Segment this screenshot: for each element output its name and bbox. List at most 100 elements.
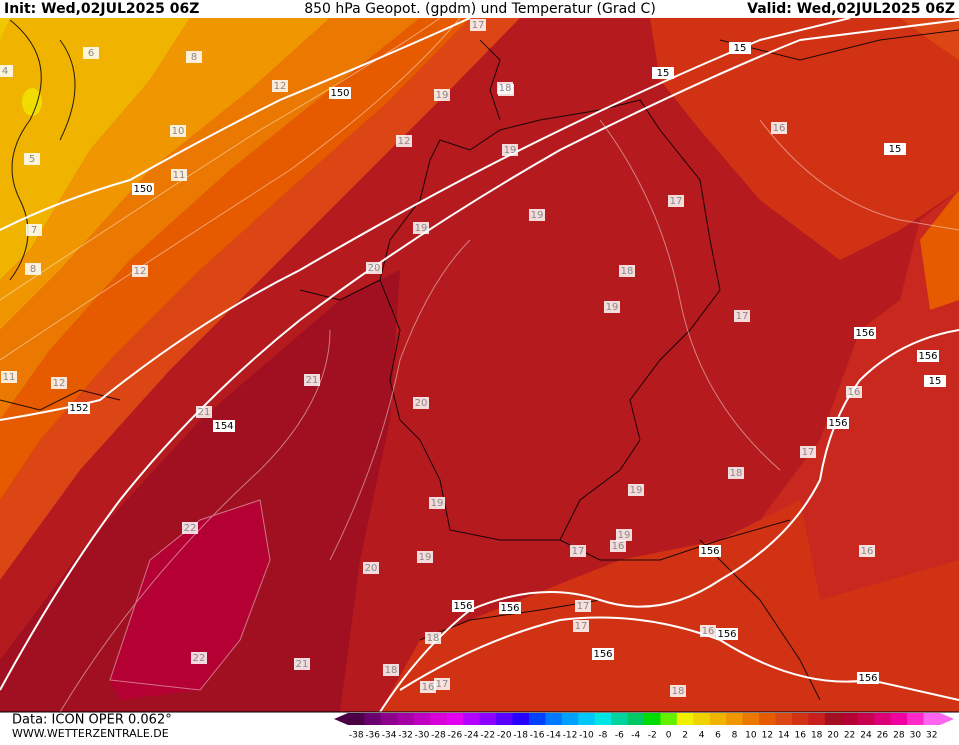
colorbar-swatch — [693, 713, 711, 725]
colorbar-tick-label: -26 — [448, 731, 463, 741]
colorbar-tick-label: -16 — [530, 731, 545, 741]
colorbar-swatch — [923, 713, 941, 725]
colorbar-swatch — [792, 713, 809, 725]
temperature-label-box — [25, 263, 41, 275]
colorbar-swatch — [676, 713, 694, 725]
temperature-label-box — [502, 144, 518, 156]
temperature-label-box — [859, 545, 875, 557]
colorbar-swatch — [594, 713, 612, 725]
temperature-label-box — [186, 51, 202, 63]
temperature-label: 4 — [2, 66, 8, 77]
temperature-label: 21 — [306, 375, 319, 386]
temperature-label: 19 — [415, 223, 428, 234]
geopotential-label: 156 — [828, 418, 847, 429]
colorbar-swatch — [545, 713, 563, 725]
geopotential-label-box — [652, 67, 674, 79]
temperature-label-box — [434, 678, 450, 690]
temperature-label: 22 — [193, 653, 206, 664]
colorbar-swatch — [446, 713, 464, 725]
colorbar-swatch — [561, 713, 579, 725]
colorbar-tick-label: 32 — [926, 731, 937, 741]
temperature-label-box — [366, 262, 382, 274]
map — [0, 18, 959, 712]
temperature-label-box — [570, 545, 586, 557]
temperature-label: 7 — [31, 225, 37, 236]
colorbar-swatch — [430, 713, 448, 725]
temperature-label: 21 — [296, 659, 309, 670]
temperature-label: 21 — [198, 407, 211, 418]
temperature-label-box — [420, 681, 436, 693]
temperature-label-box — [429, 497, 445, 509]
geopotential-label-box — [499, 602, 521, 614]
temperature-label-box — [196, 406, 212, 418]
geopotential-label: 156 — [500, 603, 519, 614]
colorbar-tick-label: 24 — [860, 731, 872, 741]
temperature-label-box — [771, 122, 787, 134]
colorbar-tick-label: 2 — [682, 731, 688, 741]
temperature-label: 16 — [702, 626, 715, 637]
colorbar-tick-label: -12 — [563, 731, 578, 741]
colorbar-swatch — [824, 713, 842, 725]
temperature-label: 19 — [606, 302, 619, 313]
temperature-label-box — [604, 301, 620, 313]
temperature-label-box — [470, 19, 486, 31]
colorbar-swatch — [463, 713, 481, 725]
temperature-label-box — [728, 467, 744, 479]
colorbar-swatch — [759, 713, 777, 725]
temperature-label-box — [425, 632, 441, 644]
colorbar: -38 -36 -34 -32 -30 -28 -26 -24 -22 -20 -18 -16 -14-… — [334, 713, 954, 741]
temperature-label-box — [610, 540, 626, 552]
temperature-label: 11 — [3, 372, 16, 383]
temperature-label: 17 — [572, 546, 585, 557]
temperature-label-box — [83, 47, 99, 59]
temperature-label: 16 — [848, 387, 861, 398]
temperature-label: 5 — [29, 154, 35, 165]
temperature-label-box — [1, 371, 17, 383]
colorbar-swatch — [479, 713, 497, 725]
temperature-label: 18 — [385, 665, 398, 676]
geopotential-label: 15 — [734, 43, 747, 54]
temperature-label-box — [573, 620, 589, 632]
temperature-label: 6 — [88, 48, 94, 59]
geopotential-label-box — [592, 648, 614, 660]
geopotential-label: 156 — [858, 673, 877, 684]
geopotential-label-box — [213, 420, 235, 432]
geopotential-label-box — [699, 545, 721, 557]
colorbar-swatch — [742, 713, 760, 725]
temperature-label: 17 — [472, 20, 485, 31]
colorbar-tick-label: -38 — [349, 731, 364, 741]
geopotential-label-box — [329, 87, 351, 99]
colorbar-arrow-left — [334, 713, 348, 725]
geopotential-label: 156 — [918, 351, 937, 362]
temperature-label: 20 — [368, 263, 381, 274]
temperature-label-box — [191, 652, 207, 664]
temperature-label-box — [26, 224, 42, 236]
geopotential-label-box — [132, 183, 154, 195]
temperature-label-box — [0, 65, 13, 77]
colorbar-tick-label: 8 — [732, 731, 738, 741]
geopotential-label: 154 — [214, 421, 233, 432]
valid-time: Valid: Wed,02JUL2025 06Z — [747, 1, 955, 17]
colorbar-swatch — [348, 713, 365, 725]
geopotential-label-box — [857, 672, 879, 684]
temperature-label-box — [396, 135, 412, 147]
temperature-label-box — [24, 153, 40, 165]
temperature-label-box — [383, 664, 399, 676]
colorbar-tick-label: -32 — [398, 731, 413, 741]
colorbar-tick-label: -14 — [546, 731, 561, 741]
temperature-label: 22 — [184, 523, 197, 534]
temperature-label-box — [417, 551, 433, 563]
temperature-label: 19 — [436, 90, 449, 101]
temperature-label-box — [497, 82, 513, 94]
colorbar-tick-label: 10 — [745, 731, 757, 741]
colorbar-swatch — [627, 713, 645, 725]
temperature-label: 18 — [672, 686, 685, 697]
colorbar-tick-label: 22 — [844, 731, 855, 741]
geopotential-label: 156 — [700, 546, 719, 557]
colorbar-swatch — [380, 713, 398, 725]
temperature-label: 17 — [575, 621, 588, 632]
geopotential-label: 156 — [593, 649, 612, 660]
temperature-label-box — [800, 446, 816, 458]
temperature-label: 16 — [861, 546, 874, 557]
